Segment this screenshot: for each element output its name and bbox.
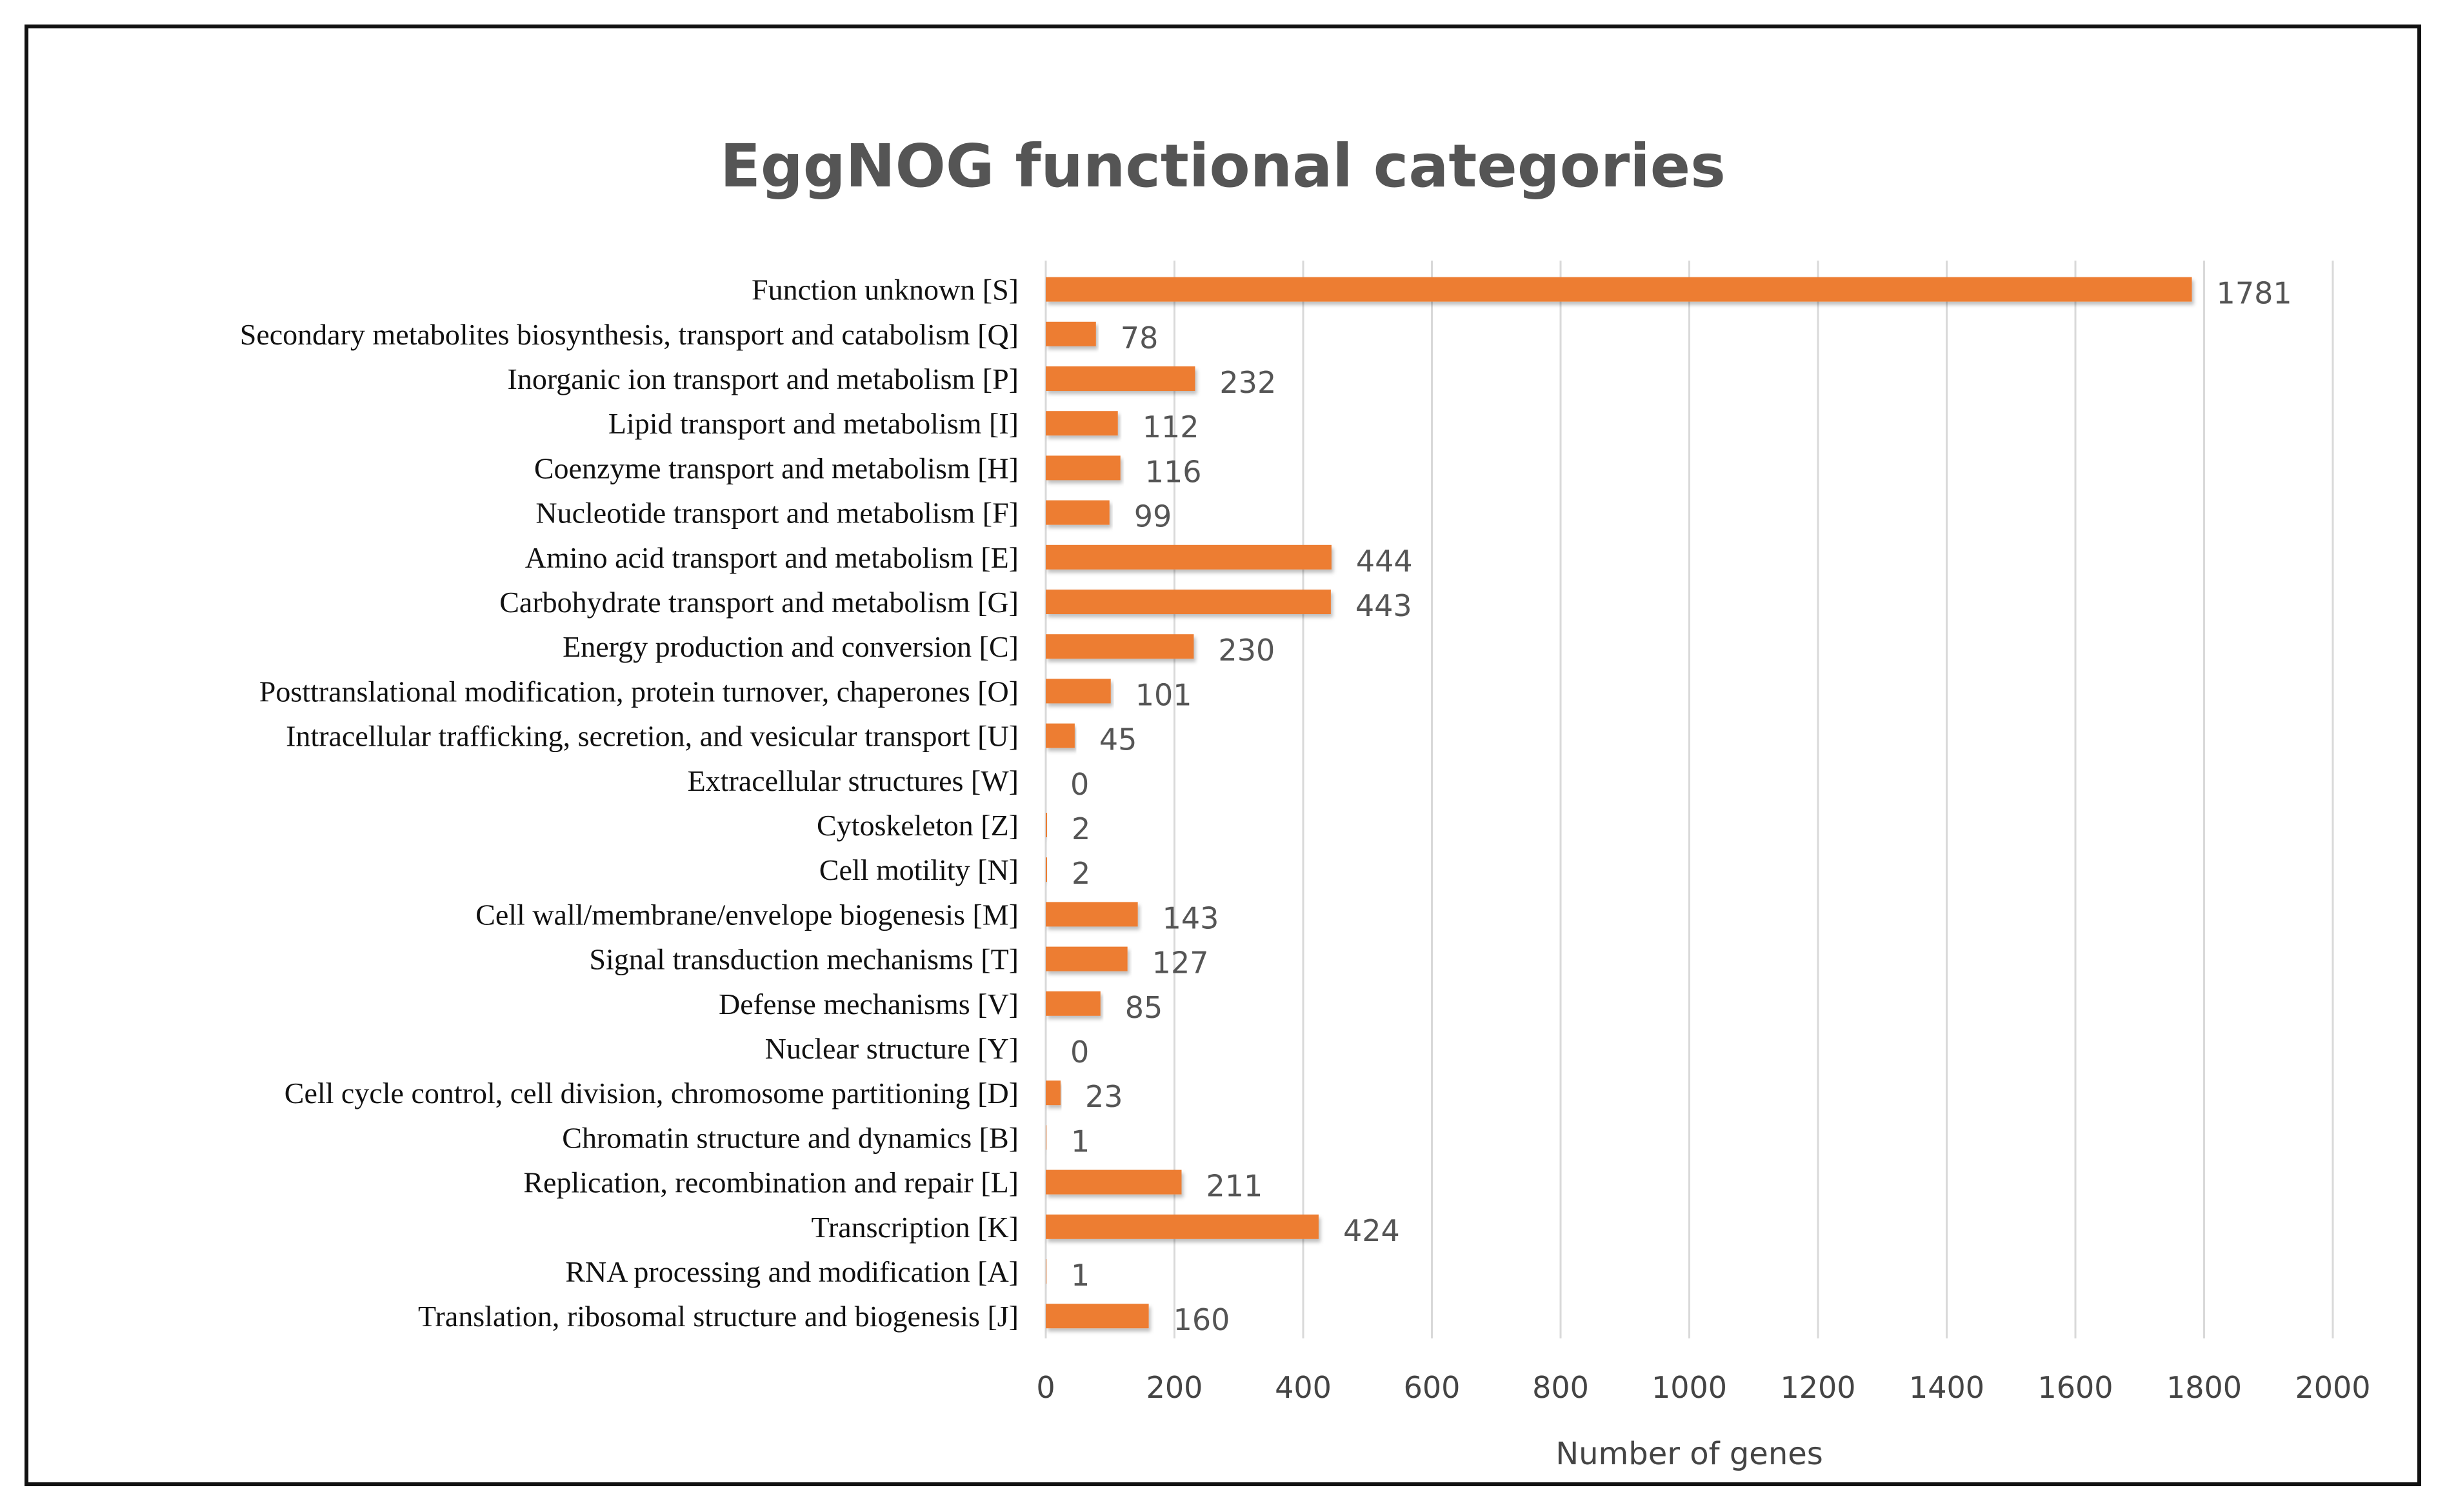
bar [1046,1169,1182,1195]
bar [1046,857,1047,882]
category-label: Function unknown [S] [752,274,1019,306]
data-label: 101 [1135,677,1192,712]
bar [1046,634,1194,659]
data-label: 160 [1174,1302,1230,1337]
bar [1046,411,1118,436]
x-tick-label: 400 [1275,1370,1332,1405]
bar [1046,366,1195,391]
category-label: Cell cycle control, cell division, chrom… [285,1077,1019,1109]
bar [1046,1304,1149,1329]
data-label: 424 [1343,1213,1400,1248]
category-label: Secondary metabolites biosynthesis, tran… [240,318,1019,351]
data-label: 230 [1218,633,1275,668]
category-label: Transcription [K] [811,1211,1019,1244]
category-label: Chromatin structure and dynamics [B] [562,1121,1019,1154]
data-label: 116 [1145,454,1202,489]
category-label: Signal transduction mechanisms [T] [589,943,1019,976]
data-label: 444 [1356,544,1413,579]
data-label: 23 [1085,1079,1123,1114]
x-tick-label: 1600 [2037,1370,2113,1405]
category-label: Nuclear structure [Y] [765,1032,1019,1065]
x-tick-label: 600 [1404,1370,1461,1405]
category-label: Coenzyme transport and metabolism [H] [534,452,1019,484]
data-label: 2 [1072,811,1090,846]
bar [1046,1214,1319,1239]
bar [1046,277,2192,302]
bar [1046,991,1101,1016]
category-label: Cytoskeleton [Z] [817,809,1019,842]
data-label: 85 [1125,990,1163,1025]
data-label: 232 [1219,365,1276,400]
category-label: Amino acid transport and metabolism [E] [525,541,1019,574]
bar [1046,500,1110,525]
category-label: Cell motility [N] [819,853,1019,886]
category-label: Intracellular trafficking, secretion, an… [286,720,1019,753]
data-label: 2 [1072,856,1090,891]
x-tick-label: 1800 [2166,1370,2242,1405]
category-label: Cell wall/membrane/envelope biogenesis [… [475,898,1019,931]
x-axis-title: Number of genes [1555,1436,1823,1472]
x-tick-label: 1200 [1780,1370,1855,1405]
data-label: 1 [1071,1124,1090,1159]
category-label: Nucleotide transport and metabolism [F] [535,497,1019,530]
data-label: 127 [1152,946,1209,980]
bar [1046,590,1331,614]
data-label: 99 [1134,499,1172,534]
x-tick-label: 0 [1036,1370,1055,1405]
x-tick-label: 200 [1146,1370,1203,1405]
x-tick-label: 1000 [1652,1370,1727,1405]
category-label: Inorganic ion transport and metabolism [… [508,363,1019,395]
data-label: 45 [1099,722,1137,757]
category-label: Extracellular structures [W] [688,764,1019,797]
data-label: 78 [1121,321,1159,355]
bar-chart: 0 200 400 600 800 1000 1200 1400 1600 1800 2000Num… [240,261,2371,1472]
category-label: Posttranslational modification, protein … [259,675,1019,708]
bar [1046,455,1121,481]
category-label: Lipid transport and metabolism [I] [608,407,1019,440]
data-label: 112 [1143,410,1199,444]
chart-title: EggNOG functional categories [720,132,1726,201]
bar [1046,321,1096,346]
bar [1046,723,1075,748]
bar [1046,946,1128,971]
category-label: Translation, ribosomal structure and bio… [418,1300,1019,1333]
data-label: 1781 [2217,276,2292,311]
category-label: Defense mechanisms [V] [719,988,1019,1020]
chart-frame: EggNOG functional categories 0 200 400 600 8… [25,25,2421,1486]
data-label: 143 [1163,900,1219,935]
data-label: 0 [1070,767,1089,802]
x-tick-label: 2000 [2295,1370,2370,1405]
category-label: Replication, recombination and repair [L… [523,1166,1019,1199]
data-label: 211 [1206,1169,1263,1204]
bar [1046,813,1047,837]
category-label: Energy production and conversion [C] [563,630,1019,663]
data-label: 1 [1071,1258,1090,1293]
data-label: 0 [1070,1035,1089,1069]
category-label: Carbohydrate transport and metabolism [G… [499,586,1019,619]
bar [1046,544,1332,570]
data-label: 443 [1355,588,1412,623]
x-tick-label: 1400 [1909,1370,1984,1405]
bar [1046,1080,1061,1106]
bar [1046,902,1138,927]
bar [1046,679,1111,704]
category-label: RNA processing and modification [A] [565,1255,1019,1288]
x-tick-label: 800 [1532,1370,1589,1405]
